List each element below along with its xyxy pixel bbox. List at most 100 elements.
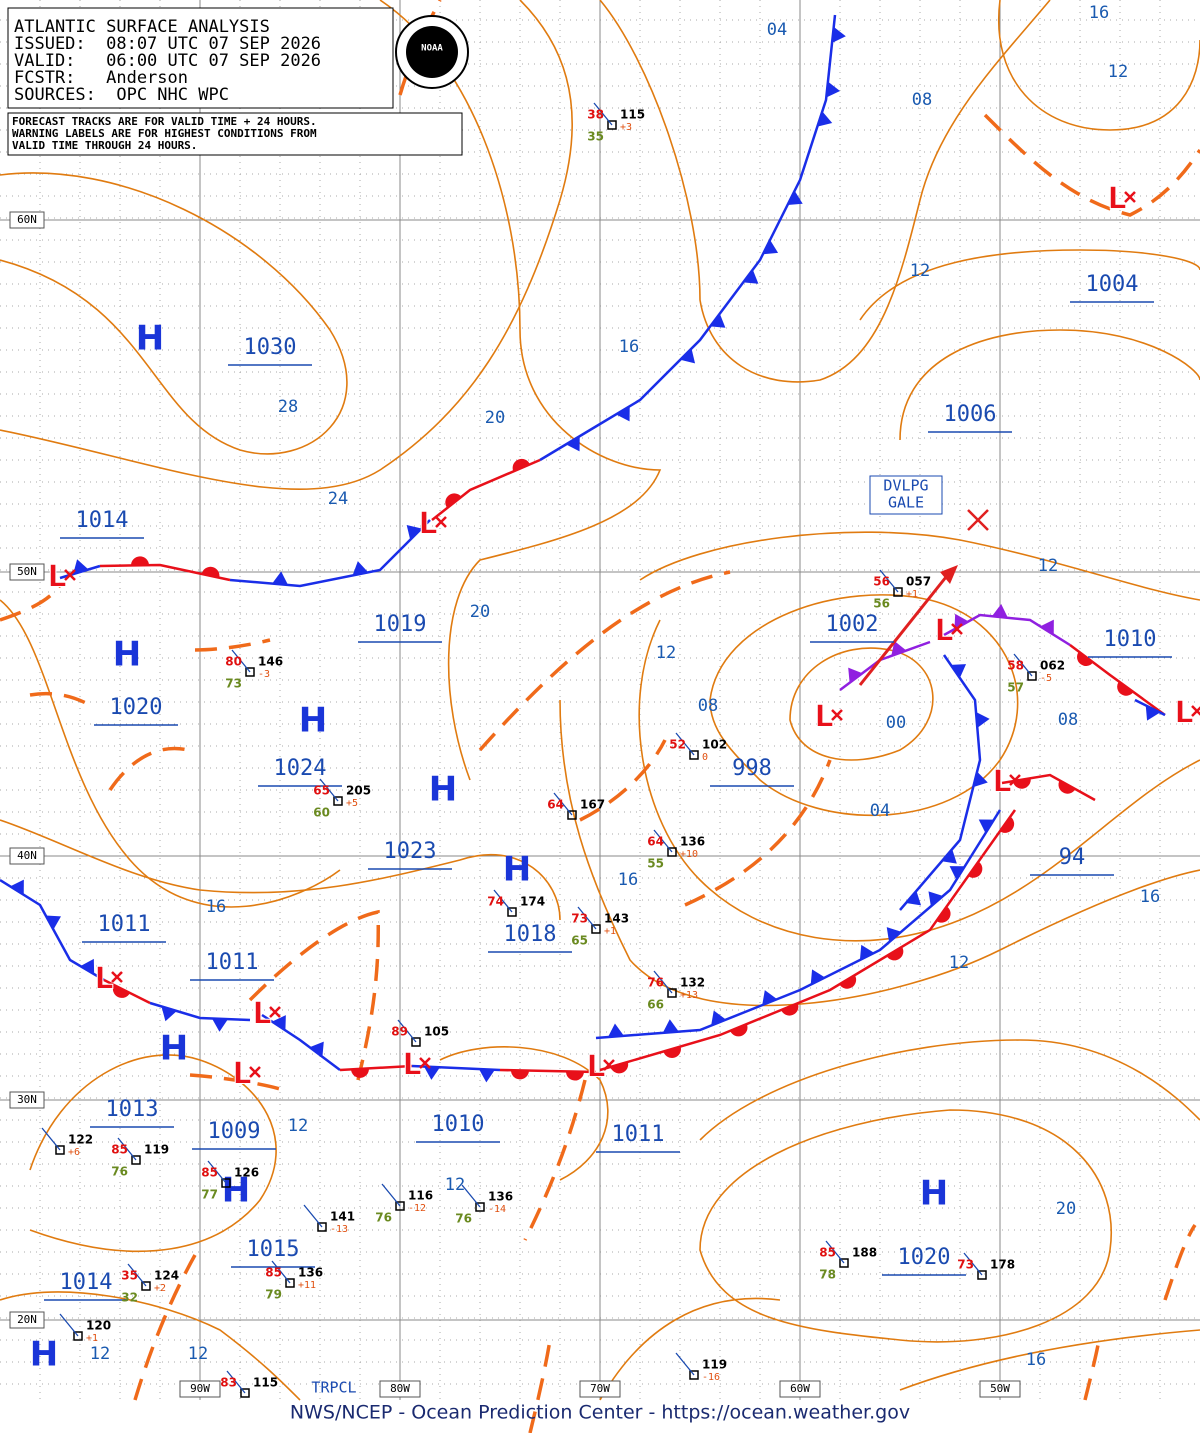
central-pressure: 1011: [612, 1122, 665, 1147]
warm-front: [431, 458, 541, 521]
station-pressure: 205: [346, 784, 371, 798]
trough: [1083, 1344, 1100, 1401]
station-dewpoint: 32: [121, 1291, 138, 1305]
cold-symbol: [975, 711, 990, 728]
wind-barb: [577, 906, 597, 930]
cold-symbol: [905, 890, 922, 906]
station-temperature: 56: [873, 575, 890, 589]
wind-barb: [1013, 653, 1033, 677]
warm-symbol: [781, 1003, 799, 1016]
station-pressure: 124: [154, 1269, 179, 1283]
station-tendency: +11: [298, 1280, 316, 1291]
isobar-label: 16: [618, 870, 638, 890]
cold-symbol: [1040, 619, 1054, 635]
central-pressure: 1014: [76, 508, 129, 533]
low-symbol: L: [934, 614, 953, 649]
cold-symbol: [309, 1041, 324, 1057]
station-pressure: 115: [620, 108, 645, 122]
isobar-label: 04: [767, 20, 787, 40]
station-temperature: 35: [121, 1269, 138, 1283]
latitude-label: 60N: [17, 213, 37, 226]
wind-barb: [226, 1370, 246, 1394]
cold-symbol: [423, 1066, 440, 1080]
isobar-label: 24: [328, 489, 348, 509]
longitude-label: 60W: [790, 1382, 810, 1395]
station-temperature: 76: [647, 976, 664, 990]
trough: [0, 583, 62, 622]
isobar: [709, 594, 1019, 817]
station-tendency: -5: [1040, 673, 1052, 684]
low-x: [951, 623, 963, 635]
warm-symbol: [886, 946, 904, 961]
station-pressure: 174: [520, 895, 545, 909]
isobar: [0, 819, 561, 921]
header-line: VALID: 06:00 UTC 07 SEP 2026: [14, 51, 321, 71]
labels: 60N 50N 40N 30N 20N 90W 80W 70W 60W 50W H H H H H H H H H L…: [9, 3, 1200, 1398]
station-temperature: 80: [225, 655, 242, 669]
station-temperature: 85: [265, 1266, 282, 1280]
high-symbol: H: [920, 1174, 948, 1214]
cold-symbol: [787, 190, 803, 206]
warm-symbol: [510, 1070, 529, 1080]
lat-label-box: [9, 211, 45, 229]
trough: [108, 746, 196, 791]
station-temperature: 73: [571, 912, 588, 926]
station-dewpoint: 57: [1007, 681, 1024, 695]
isobar: [638, 619, 1200, 942]
trough: [133, 1254, 197, 1401]
cold-symbol: [941, 849, 957, 864]
isobar-label: 12: [949, 953, 969, 973]
low-symbol: L: [47, 560, 66, 595]
station-tendency: -12: [408, 1203, 426, 1214]
logo-text: NOAA: [421, 44, 443, 54]
cold-symbol: [1145, 705, 1161, 721]
station-pressure: 126: [234, 1166, 259, 1180]
isobar: [859, 249, 1200, 321]
isobar-label: 12: [1038, 556, 1058, 576]
low-symbol: L: [232, 1057, 251, 1092]
wind-barb: [207, 1160, 227, 1184]
isobar: [0, 1291, 301, 1401]
latitude-label: 50N: [17, 565, 37, 578]
central-pressure: 1011: [98, 912, 151, 937]
isobar: [439, 1046, 609, 1181]
warm-symbol: [112, 984, 130, 998]
low-symbol: L: [814, 700, 833, 735]
central-pressure: 1013: [106, 1097, 159, 1122]
wind-barb: [879, 569, 899, 593]
wind-barb: [653, 970, 673, 994]
station-marker: [689, 1370, 699, 1380]
cold-symbol: [973, 771, 988, 788]
wind-barb: [675, 732, 695, 756]
lat-label-box: [9, 1311, 45, 1329]
station-temperature: 52: [669, 738, 686, 752]
station-tendency: -3: [258, 669, 270, 680]
wind-barb: [271, 1260, 291, 1284]
station-marker: [240, 1388, 250, 1398]
forecast-position: [967, 509, 989, 531]
station-pressure: 057: [906, 575, 931, 589]
central-pressure: 1010: [432, 1112, 485, 1137]
warm-front: [1001, 773, 1096, 802]
cold-symbol: [826, 81, 841, 98]
isobar: [0, 0, 573, 490]
station-tendency: +1: [604, 926, 616, 937]
footer: NWS/NCEP - Ocean Prediction Center - htt…: [290, 1402, 910, 1424]
station-marker: [667, 847, 677, 857]
arrow-head: [940, 565, 958, 584]
station-dewpoint: 77: [201, 1188, 218, 1202]
isobar-label: 08: [698, 696, 718, 716]
station-pressure: 178: [990, 1258, 1015, 1272]
isobar-label: 16: [619, 337, 639, 357]
isobars: [0, 0, 1200, 1401]
wind-barb: [461, 1184, 481, 1208]
latitude-label: 30N: [17, 1093, 37, 1106]
station-temperature: 85: [201, 1166, 218, 1180]
trough: [528, 1339, 552, 1433]
central-pressure: 1009: [208, 1119, 261, 1144]
isobar-label: 00: [886, 713, 906, 733]
station-temperature: 73: [957, 1258, 974, 1272]
warm-symbol: [131, 556, 150, 566]
station-pressure: 136: [488, 1190, 513, 1204]
